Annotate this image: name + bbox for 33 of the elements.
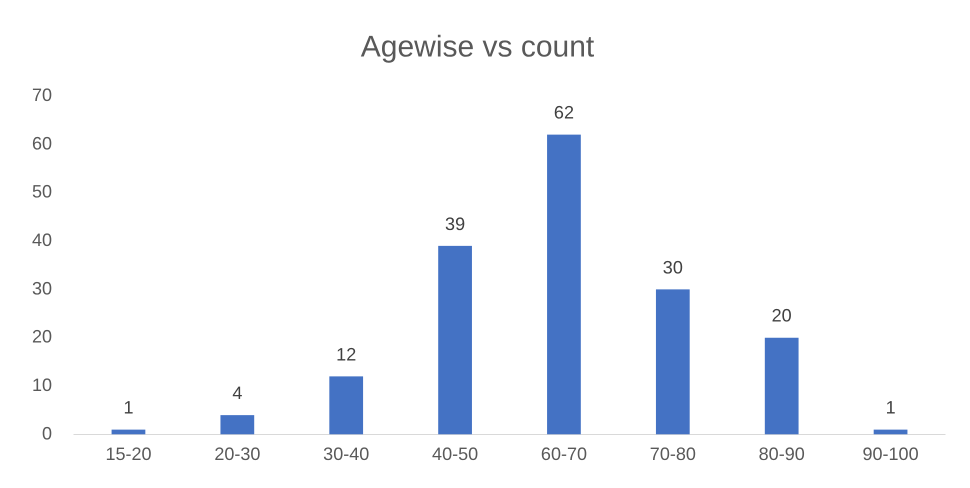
y-tick-label: 20: [32, 326, 52, 347]
data-label: 12: [336, 344, 356, 364]
bar: [547, 134, 581, 434]
x-tick-label: 70-80: [650, 444, 696, 464]
data-label: 30: [662, 257, 683, 278]
bar: [874, 430, 908, 434]
bar: [656, 289, 690, 434]
x-tick-label: 80-90: [758, 444, 805, 464]
y-tick-label: 50: [32, 182, 52, 202]
x-tick-label: 90-100: [862, 444, 919, 464]
data-label: 4: [232, 383, 242, 404]
x-tick-label: 40-50: [432, 444, 478, 464]
data-label: 1: [123, 398, 134, 418]
y-tick-label: 70: [32, 84, 52, 105]
y-tick-label: 30: [32, 278, 52, 298]
bar: [329, 376, 364, 434]
bar: [220, 415, 254, 434]
x-tick-label: 20-30: [214, 444, 260, 464]
y-tick-label: 60: [32, 133, 52, 154]
x-tick-label: 15-20: [105, 444, 152, 464]
data-label: 1: [886, 398, 896, 418]
y-tick-label: 10: [32, 375, 52, 396]
y-tick-label: 40: [32, 230, 52, 250]
bar: [764, 338, 799, 434]
bar: [112, 430, 146, 434]
bar: [438, 246, 472, 434]
x-tick-label: 30-40: [323, 444, 370, 464]
y-tick-label: 0: [42, 423, 52, 444]
data-label: 39: [445, 214, 466, 234]
data-label: 62: [554, 102, 574, 123]
data-label: 20: [772, 306, 792, 326]
x-tick-label: 60-70: [540, 444, 587, 464]
chart-title: Agewise vs count: [360, 30, 595, 64]
